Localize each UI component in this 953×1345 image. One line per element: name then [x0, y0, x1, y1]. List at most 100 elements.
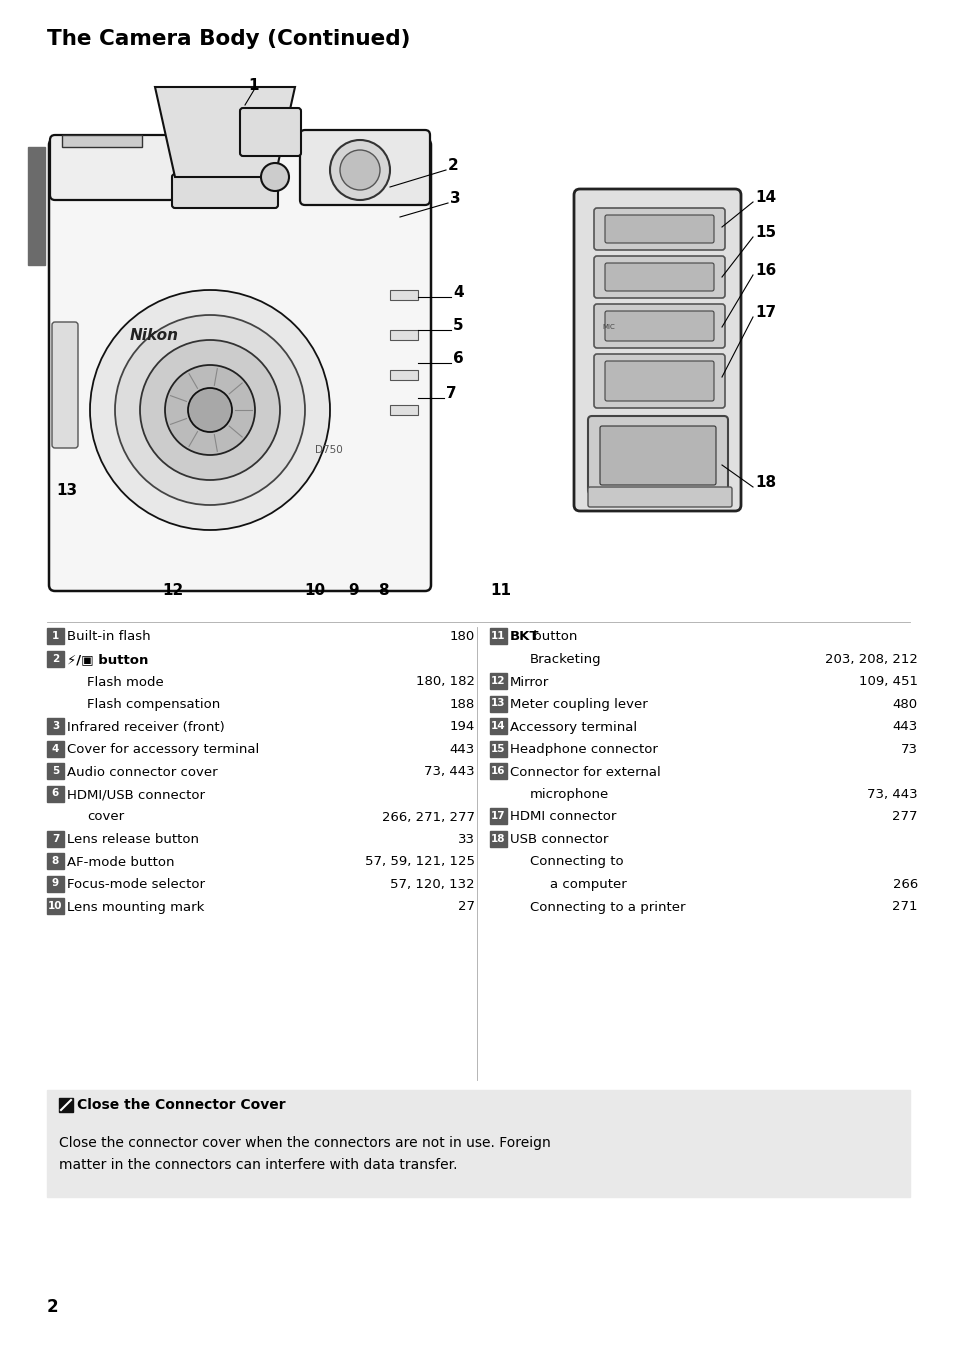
Text: 266: 266 [892, 878, 917, 890]
Text: 18: 18 [491, 834, 505, 843]
Text: 4: 4 [453, 285, 463, 300]
Bar [47, 763, 64, 779]
Text: 271: 271 [892, 901, 917, 913]
FancyBboxPatch shape [49, 139, 431, 590]
Text: D750: D750 [314, 445, 342, 455]
Text: ⚡/▣ button: ⚡/▣ button [67, 654, 149, 666]
Text: Close the Connector Cover: Close the Connector Cover [77, 1098, 285, 1112]
FancyBboxPatch shape [594, 256, 724, 299]
Bar [47, 741, 64, 756]
Text: 16: 16 [491, 767, 505, 776]
Text: 180, 182: 180, 182 [416, 675, 475, 689]
Bar [390, 405, 417, 416]
Text: 443: 443 [449, 742, 475, 756]
Text: 5: 5 [51, 767, 59, 776]
Circle shape [90, 291, 330, 530]
Text: 9: 9 [51, 878, 59, 889]
Text: Built-in flash: Built-in flash [67, 631, 151, 643]
Text: Flash compensation: Flash compensation [87, 698, 220, 712]
Text: 17: 17 [754, 305, 776, 320]
Text: 57, 59, 121, 125: 57, 59, 121, 125 [365, 855, 475, 869]
Bar [390, 291, 417, 300]
Bar [28, 147, 45, 265]
Polygon shape [154, 87, 294, 178]
Text: 180: 180 [449, 631, 475, 643]
FancyBboxPatch shape [587, 416, 727, 494]
Text: Connecting to a printer: Connecting to a printer [530, 901, 685, 913]
Text: 15: 15 [491, 744, 505, 753]
Text: 4: 4 [51, 744, 59, 753]
Text: cover: cover [87, 811, 124, 823]
Text: Meter coupling lever: Meter coupling lever [510, 698, 647, 712]
Text: 73, 443: 73, 443 [424, 765, 475, 779]
Text: 15: 15 [754, 225, 776, 239]
Text: 7: 7 [446, 386, 456, 401]
Text: 443: 443 [892, 721, 917, 733]
Circle shape [339, 151, 379, 190]
Text: 7: 7 [51, 834, 59, 843]
FancyBboxPatch shape [52, 321, 78, 448]
Bar [490, 672, 506, 689]
Bar [47, 876, 64, 892]
Bar [390, 330, 417, 340]
Text: 109, 451: 109, 451 [858, 675, 917, 689]
Text: Cover for accessory terminal: Cover for accessory terminal [67, 742, 259, 756]
FancyBboxPatch shape [604, 311, 713, 342]
Text: HDMI/USB connector: HDMI/USB connector [67, 788, 205, 802]
Text: Flash mode: Flash mode [87, 675, 164, 689]
Text: Infrared receiver (front): Infrared receiver (front) [67, 721, 225, 733]
Text: 3: 3 [450, 191, 460, 206]
Text: button: button [528, 631, 577, 643]
Bar [47, 718, 64, 734]
Text: AF-mode button: AF-mode button [67, 855, 174, 869]
Text: 3: 3 [51, 721, 59, 730]
Bar [490, 628, 506, 644]
Text: 11: 11 [490, 582, 511, 599]
Bar [490, 763, 506, 779]
Bar [490, 808, 506, 824]
Text: 1: 1 [248, 78, 258, 93]
Text: Nikon: Nikon [130, 327, 179, 343]
Circle shape [330, 140, 390, 200]
Text: USB connector: USB connector [510, 833, 608, 846]
Bar [490, 718, 506, 734]
FancyBboxPatch shape [594, 354, 724, 408]
Text: 480: 480 [892, 698, 917, 712]
Text: Focus-mode selector: Focus-mode selector [67, 878, 205, 890]
Text: 73: 73 [900, 742, 917, 756]
FancyBboxPatch shape [594, 208, 724, 250]
Text: 11: 11 [491, 631, 505, 642]
Text: Audio connector cover: Audio connector cover [67, 765, 217, 779]
Text: 277: 277 [892, 811, 917, 823]
FancyBboxPatch shape [587, 487, 731, 507]
Circle shape [261, 163, 289, 191]
Text: 2: 2 [51, 654, 59, 663]
FancyBboxPatch shape [62, 134, 142, 147]
Text: 17: 17 [491, 811, 505, 820]
Text: Lens mounting mark: Lens mounting mark [67, 901, 204, 913]
Bar [59, 1098, 73, 1112]
Text: 73, 443: 73, 443 [866, 788, 917, 802]
Bar [47, 651, 64, 667]
Text: Connecting to: Connecting to [530, 855, 623, 869]
Text: Lens release button: Lens release button [67, 833, 199, 846]
Text: 1: 1 [51, 631, 59, 642]
Text: 6: 6 [51, 788, 59, 799]
FancyBboxPatch shape [594, 304, 724, 348]
Text: 12: 12 [162, 582, 183, 599]
Text: 18: 18 [754, 475, 776, 490]
Text: Accessory terminal: Accessory terminal [510, 721, 637, 733]
FancyBboxPatch shape [604, 215, 713, 243]
Text: 14: 14 [491, 721, 505, 730]
Circle shape [165, 364, 254, 455]
FancyBboxPatch shape [50, 134, 174, 200]
Text: 10: 10 [49, 901, 63, 911]
Text: Close the connector cover when the connectors are not in use. Foreign: Close the connector cover when the conne… [59, 1137, 550, 1150]
Bar [490, 741, 506, 756]
Text: 2: 2 [448, 157, 458, 174]
Text: Bracketing: Bracketing [530, 654, 601, 666]
Circle shape [188, 387, 232, 432]
Bar [47, 830, 64, 846]
Text: 266, 271, 277: 266, 271, 277 [381, 811, 475, 823]
Bar [47, 628, 64, 644]
